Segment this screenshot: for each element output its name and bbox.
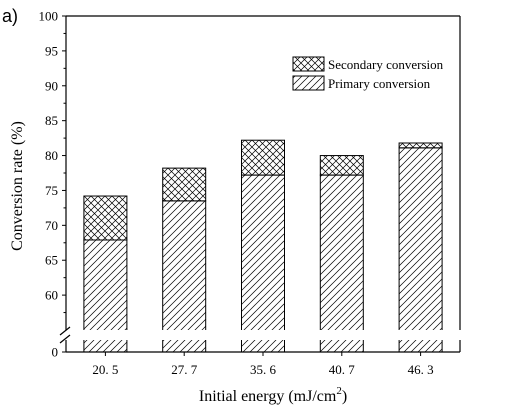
plot-area: 20. 5 27. 7 35. 6 40. 7 46. 3 0 60 65 70 75 80 85 90… [39, 9, 468, 377]
bar-secondary [241, 139, 285, 176]
y-tick-label: 65 [45, 253, 58, 268]
legend-label: Secondary conversion [328, 57, 444, 72]
x-axis-label-text: Initial energy (mJ/cm [199, 388, 337, 405]
y-axis-label: Conversion rate (%) [9, 121, 26, 251]
y-tick-label: 60 [45, 288, 58, 303]
x-tick-label: 20. 5 [92, 362, 118, 377]
x-tick-label: 40. 7 [329, 362, 356, 377]
y-tick-label: 100 [39, 9, 59, 24]
y-tick-label: 95 [45, 43, 58, 58]
bar-secondary [319, 155, 364, 176]
y-tick-label: 0 [52, 345, 59, 360]
x-axis-label-close: ) [342, 388, 347, 405]
legend-swatch [292, 75, 325, 91]
bar-primary [398, 147, 443, 353]
break-mark [59, 334, 71, 344]
axis-break-gap [58, 330, 468, 340]
x-tick-label: 27. 7 [171, 362, 198, 377]
bar-primary [241, 174, 285, 353]
y-tick-label: 85 [45, 113, 58, 128]
y-tick-label: 75 [45, 183, 58, 198]
x-axis-label: Initial energy (mJ/cm2) [199, 385, 347, 405]
bar-primary [319, 174, 364, 353]
bar-secondary [83, 195, 128, 241]
y-tick-label: 80 [45, 148, 58, 163]
x-tick-label: 35. 6 [250, 362, 277, 377]
bar-secondary [398, 142, 443, 149]
bar-secondary [162, 167, 207, 202]
x-axis-label-superscript: 2 [336, 385, 342, 397]
bar-primary [162, 200, 207, 353]
legend-swatch [292, 56, 325, 72]
y-tick-label: 90 [45, 78, 58, 93]
panel-label: a) [2, 6, 18, 26]
legend-label: Primary conversion [328, 76, 431, 91]
x-tick-label: 46. 3 [408, 362, 434, 377]
break-mark [59, 326, 71, 336]
y-tick-label: 70 [45, 218, 58, 233]
